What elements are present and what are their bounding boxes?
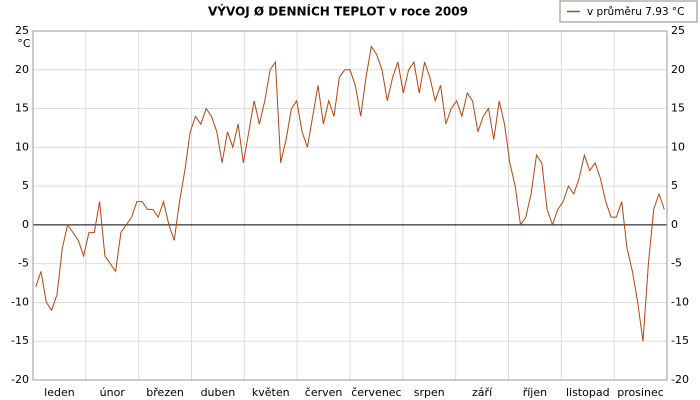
x-tick-label: červenec [351, 386, 401, 399]
y-tick-label: 5 [22, 179, 29, 192]
x-tick-label: srpen [414, 386, 445, 399]
y2-tick-label: 0 [671, 218, 678, 231]
temperature-line [35, 45, 665, 342]
x-tick-label: prosinec [617, 386, 664, 399]
y-tick-label: -15 [11, 334, 29, 347]
legend: v průměru 7.93 °C [559, 0, 698, 23]
chart-title: VÝVOJ Ø DENNÍCH TEPLOT v roce 2009 [208, 4, 468, 19]
y2-tick-label: 10 [671, 140, 685, 153]
x-tick-label: červen [305, 386, 343, 399]
x-tick-label: leden [44, 386, 75, 399]
legend-box [559, 0, 698, 23]
x-tick-label: květen [252, 386, 290, 399]
y-tick-label: 25 [15, 24, 29, 37]
y2-tick-label: -10 [671, 295, 689, 308]
legend-label: v průměru 7.93 °C [587, 6, 684, 18]
y2-tick-label: -15 [671, 334, 689, 347]
grid [33, 30, 667, 381]
x-tick-label: listopad [566, 386, 610, 399]
y-tick-label: 15 [15, 102, 29, 115]
y-tick-label: -20 [11, 373, 29, 386]
y-tick-label: 10 [15, 140, 29, 153]
y-tick-label: 0 [22, 218, 29, 231]
x-tick-label: únor [100, 386, 126, 399]
y2-tick-label: 5 [671, 179, 678, 192]
x-tick-label: září [472, 386, 493, 399]
y2-tick-label: -5 [671, 257, 682, 270]
y2-tick-label: 15 [671, 102, 685, 115]
y-tick-label: -10 [11, 295, 29, 308]
y-tick-label: -5 [18, 257, 29, 270]
y2-tick-label: -20 [671, 373, 689, 386]
y2-tick-label: 20 [671, 63, 685, 76]
x-tick-label: duben [201, 386, 236, 399]
y2-tick-label: 25 [671, 24, 685, 37]
y-tick-label: 20 [15, 63, 29, 76]
x-tick-label: říjen [523, 386, 547, 399]
y-unit: °C [17, 37, 31, 50]
x-tick-label: březen [146, 386, 184, 399]
plot-frame [32, 30, 668, 381]
